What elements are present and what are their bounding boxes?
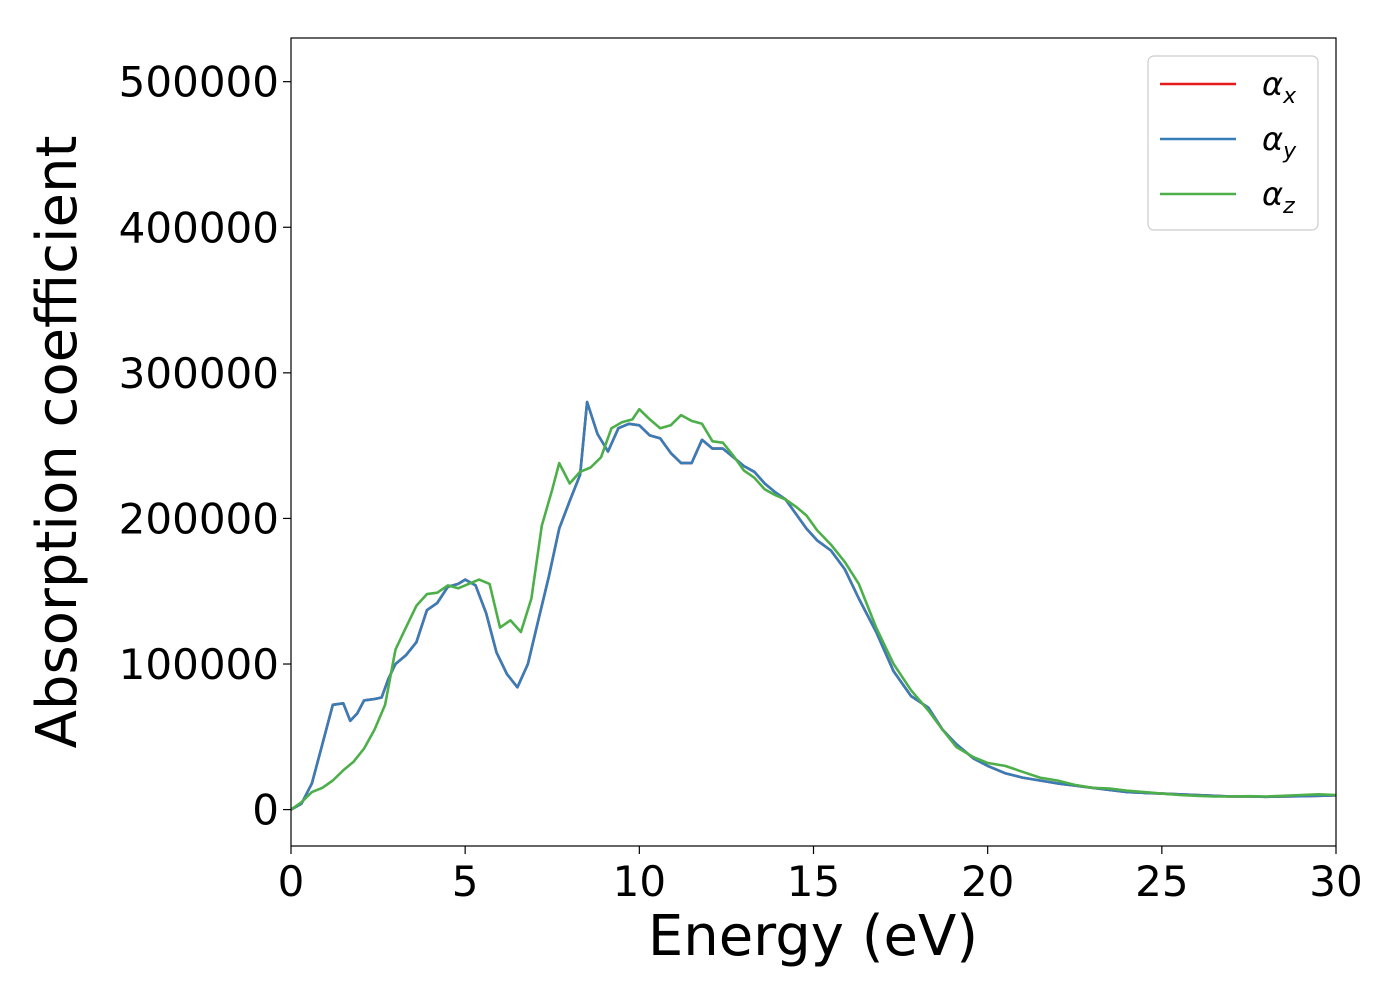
- series-line-z: [291, 407, 1336, 811]
- x-axis-title: Energy (eV): [648, 904, 978, 969]
- x-tick-label: 25: [1135, 857, 1188, 906]
- y-tick-label: 0: [252, 786, 279, 835]
- x-tick-label: 10: [613, 857, 666, 906]
- x-tick-label: 5: [452, 857, 479, 906]
- y-tick-label: 100000: [119, 640, 279, 689]
- x-tick-label: 0: [278, 857, 305, 906]
- x-axis: 0 5 10 15 20 25 30: [278, 846, 1363, 906]
- y-axis: 0 100000 200000 300000 400000 500000: [119, 58, 291, 835]
- y-tick-label: 200000: [119, 494, 279, 543]
- y-tick-label: 400000: [119, 203, 279, 252]
- x-tick-label: 15: [787, 857, 840, 906]
- legend-box: [1147, 55, 1319, 231]
- x-tick-label: 30: [1309, 857, 1362, 906]
- x-tick-label: 20: [961, 857, 1014, 906]
- y-tick-label: 300000: [119, 349, 279, 398]
- y-tick-label: 500000: [119, 58, 279, 107]
- series-layer: [291, 400, 1336, 811]
- y-axis-title: Absorption coefficient: [25, 136, 90, 749]
